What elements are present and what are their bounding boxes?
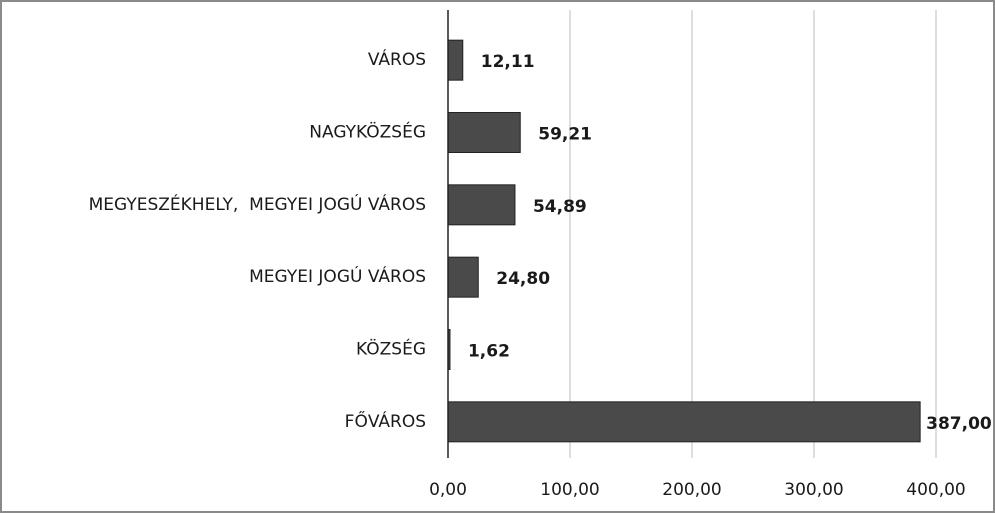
y-tick-label: VÁROS [368,48,426,70]
value-label: 387,00 [926,414,992,434]
value-label: 1,62 [468,342,510,362]
x-tick-label: 400,00 [906,480,965,500]
y-tick-label: NAGYKÖZSÉG [309,121,426,143]
y-tick-label: MEGYESZÉKHELY, MEGYEI JOGÚ VÁROS [89,193,426,215]
bar [447,256,479,298]
value-label: 12,11 [481,52,535,72]
x-tick-label: 0,00 [429,480,467,500]
bar [447,39,464,81]
x-tick-label: 200,00 [662,480,721,500]
value-label: 24,80 [496,269,550,289]
y-tick-label: MEGYEI JOGÚ VÁROS [249,265,426,287]
x-tick-label: 100,00 [540,480,599,500]
y-tick-label: FŐVÁROS [345,410,426,432]
value-label: 54,89 [533,197,587,217]
bar [447,401,921,443]
value-label: 59,21 [538,125,592,145]
y-tick-label: KÖZSÉG [356,338,426,360]
bar [447,112,521,153]
x-tick-label: 300,00 [784,480,843,500]
bar [447,184,516,226]
